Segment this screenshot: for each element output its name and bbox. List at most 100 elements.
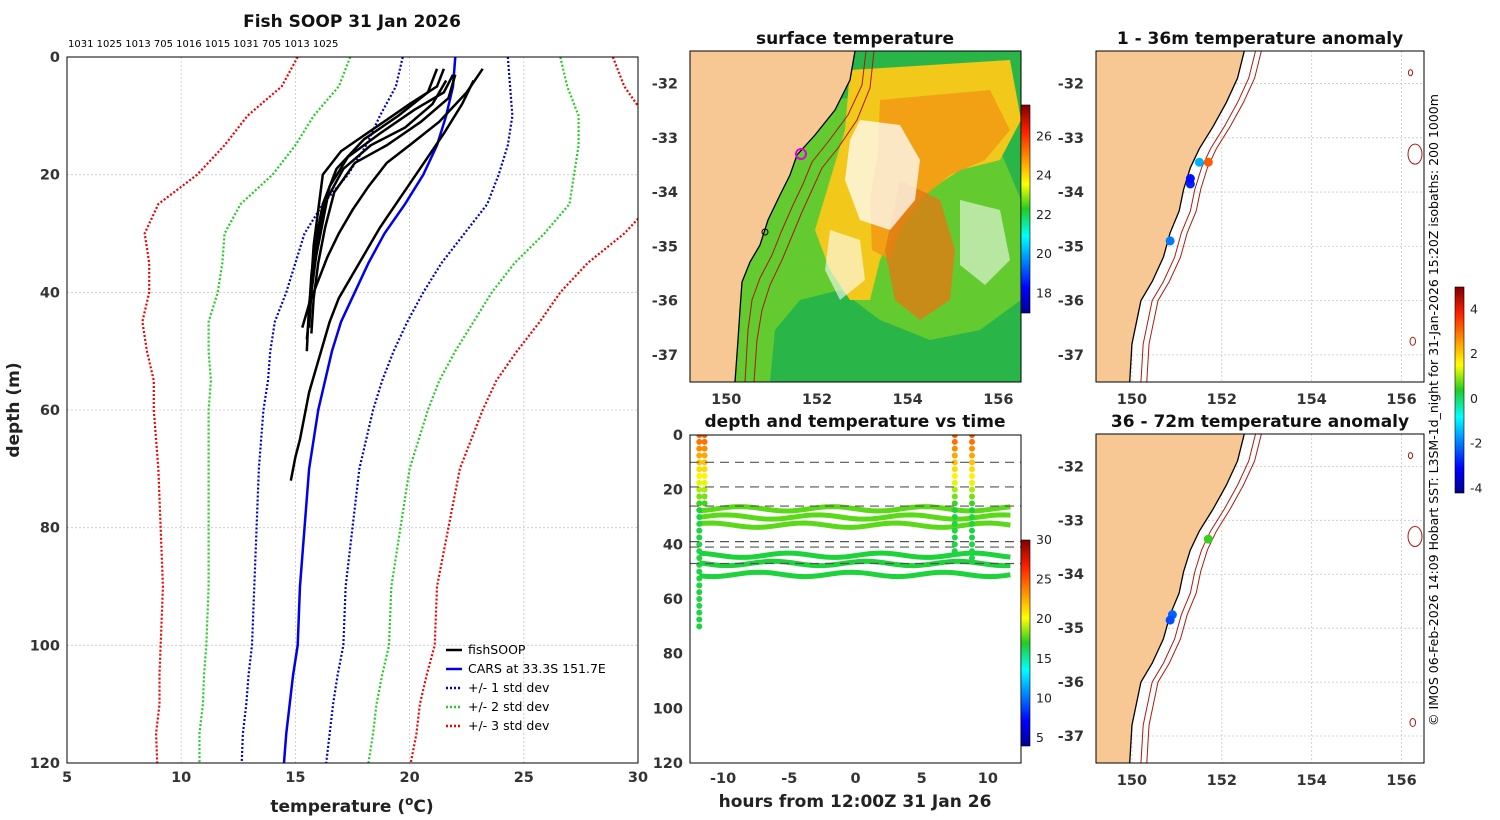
anomaly-colorbar-tick-label: 4 — [1470, 301, 1478, 316]
anomaly-colorbar — [1454, 286, 1465, 494]
timeseries-xlabel: hours from 12:00Z 31 Jan 26 — [719, 792, 992, 812]
ts-descent-point — [969, 514, 976, 520]
ts-descent-point — [969, 479, 976, 486]
ts-descent-point — [969, 459, 976, 466]
seamount-contour — [1409, 718, 1417, 728]
sst-vessel-marker — [795, 148, 807, 160]
map-xtick-label: 150 — [1117, 392, 1147, 408]
ts-descent-point — [951, 452, 958, 459]
std-dev-line — [240, 57, 404, 763]
map-xtick-label: 154 — [893, 392, 923, 408]
ts-ytick-label: 120 — [653, 756, 683, 772]
profile-xlabel: temperature (oC) — [270, 794, 433, 817]
ts-descent-point — [969, 435, 976, 438]
anomaly-bottom-coastline — [1129, 434, 1245, 763]
map-ytick-label: -37 — [1058, 348, 1084, 364]
xlabel-part-b: C) — [413, 797, 433, 817]
xlabel-degree: o — [405, 794, 413, 808]
ts-depth-track — [699, 520, 1011, 530]
anomaly-point — [1165, 236, 1175, 246]
sst-colorbar-ticks: 18 20 22 24 26 — [1036, 128, 1052, 300]
map-xtick-label: 154 — [1297, 773, 1327, 789]
map-xtick-label: 150 — [1117, 773, 1147, 789]
sst-colorbar-tick-label: 20 — [1036, 246, 1052, 261]
ts-ytick-label: 20 — [663, 483, 683, 499]
ts-xtick-label: 0 — [850, 771, 860, 787]
ts-descent-point — [969, 548, 976, 555]
profile-ytick-label: 80 — [40, 521, 60, 537]
profile-xtick-label: 25 — [514, 770, 534, 786]
ts-descent-point — [969, 493, 976, 500]
profile-ytick-label: 0 — [50, 50, 60, 66]
map-ytick-label: -36 — [1058, 294, 1084, 310]
anomaly-bottom-isobath-200 — [1140, 434, 1256, 763]
profile-ytick-label: 20 — [40, 168, 60, 184]
profile-ytick-label: 40 — [40, 285, 60, 301]
timeseries-tracks — [696, 435, 1011, 630]
map-ytick-label: -32 — [1058, 77, 1084, 93]
sst-ticks: 150 152 154 156 -32 -33 -34 -35 -36 -37 — [652, 77, 1014, 408]
map-xtick-label: 154 — [1297, 392, 1327, 408]
cars-mean-line — [282, 57, 457, 763]
sst-cloud-gap-3 — [825, 230, 865, 300]
profile-ytick-label: 60 — [40, 403, 60, 419]
map-ytick-label: -34 — [1058, 567, 1084, 583]
ts-descent-point — [696, 473, 703, 479]
ts-descent-point — [951, 541, 958, 548]
sst-colorbar-tick-label: 24 — [1036, 168, 1052, 183]
ts-descent-point — [696, 500, 703, 507]
sst-colorbar-tick-label: 22 — [1036, 207, 1052, 222]
map-ytick-label: -36 — [652, 294, 678, 310]
ts-descent-point — [701, 466, 708, 473]
map-ytick-label: -33 — [652, 131, 678, 147]
ts-descent-point — [696, 534, 703, 541]
profile-legend: fishSOOP CARS at 33.3S 151.7E +/- 1 std de… — [446, 642, 606, 733]
ts-descent-point — [696, 616, 703, 623]
ts-colorbar-tick-label: 15 — [1036, 651, 1052, 666]
map-ytick-label: -35 — [1058, 621, 1084, 637]
ts-depth-track — [699, 504, 1011, 514]
anomaly-colorbar-ticks: -4 -2 0 2 4 — [1470, 301, 1483, 495]
ts-descent-point — [951, 548, 958, 555]
profile-title: Fish SOOP 31 Jan 2026 — [243, 12, 461, 32]
profile-xtick-label: 20 — [400, 770, 420, 786]
anomaly-point — [1185, 174, 1195, 184]
ts-descent-point — [701, 486, 708, 493]
ts-descent-point — [969, 520, 976, 527]
ts-descent-point — [696, 493, 703, 500]
timeseries-colorbar-ticks: 5 10 15 20 25 30 — [1036, 532, 1052, 745]
ts-descent-point — [969, 527, 976, 534]
ts-colorbar-tick-label: 5 — [1036, 730, 1044, 745]
ts-ytick-label: 80 — [663, 647, 683, 663]
map-ytick-label: -35 — [652, 239, 678, 255]
seamount-contour — [1407, 525, 1423, 547]
ts-descent-point — [969, 445, 976, 452]
profile-ytick-label: 120 — [30, 756, 60, 772]
ts-descent-point — [701, 493, 708, 500]
legend-entry: CARS at 33.3S 151.7E — [468, 661, 606, 676]
anomaly-top-title: 1 - 36m temperature anomaly — [1117, 29, 1403, 49]
map-ytick-label: -35 — [1058, 239, 1084, 255]
ts-descent-point — [701, 473, 708, 479]
sst-colorbar-tick-label: 18 — [1036, 285, 1052, 300]
seamount-contour — [1407, 69, 1414, 77]
std-dev-line — [409, 57, 638, 763]
ts-descent-point — [951, 507, 958, 514]
ts-descent-point — [696, 479, 703, 486]
timeseries-panel: depth and temperature vs time -10 -5 0 5 100… — [653, 412, 1052, 812]
ts-descent-point — [951, 493, 958, 500]
ts-colorbar-tick-label: 25 — [1036, 572, 1052, 587]
ts-descent-point — [701, 459, 708, 466]
ts-descent-point — [696, 568, 703, 575]
anomaly-bottom-isobath-1000 — [1146, 434, 1262, 763]
ts-descent-point — [701, 500, 708, 507]
anomaly-top-isobath-1000 — [1146, 51, 1262, 382]
ts-descent-point — [701, 438, 708, 445]
map-ytick-label: -32 — [652, 77, 678, 93]
ts-descent-point — [969, 452, 976, 459]
xlabel-part-a: temperature ( — [270, 797, 405, 817]
map-xtick-label: 152 — [1207, 773, 1237, 789]
seamount-contour — [1409, 336, 1417, 346]
profile-ylabel: depth (m) — [4, 362, 24, 457]
